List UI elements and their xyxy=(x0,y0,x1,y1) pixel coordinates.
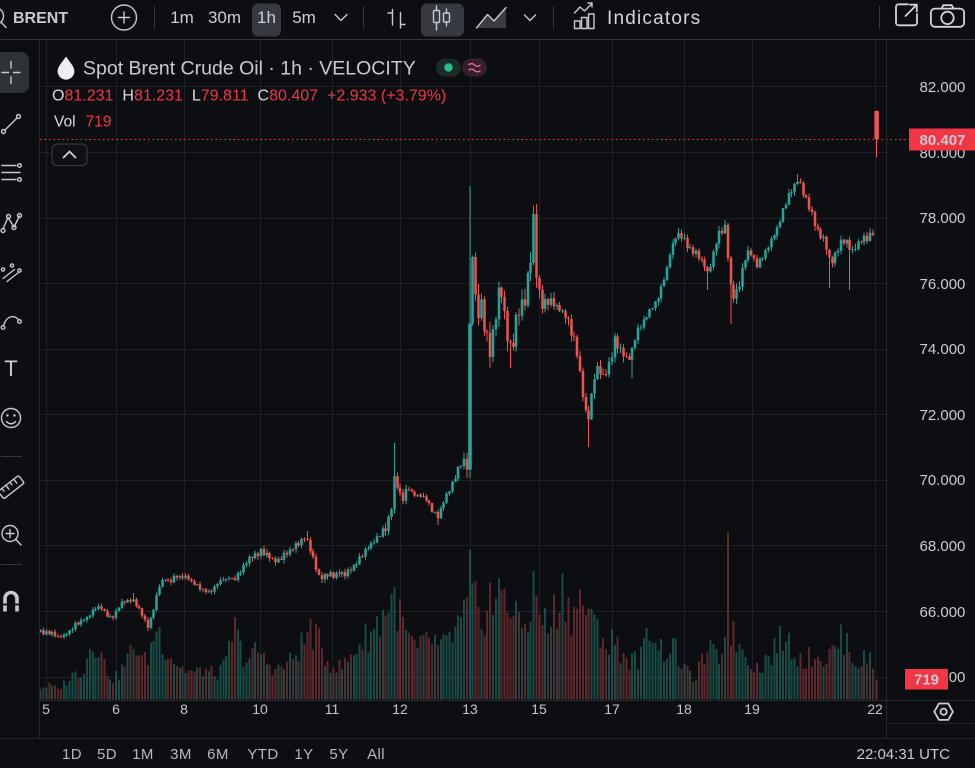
svg-text:5Y: 5Y xyxy=(329,746,348,763)
svg-text:18: 18 xyxy=(676,701,692,717)
svg-text:76.000: 76.000 xyxy=(920,276,966,293)
svg-text:15: 15 xyxy=(531,701,547,717)
svg-text:6M: 6M xyxy=(207,746,229,763)
svg-text:12: 12 xyxy=(392,701,408,717)
svg-text:72.000: 72.000 xyxy=(920,407,966,424)
svg-text:1h: 1h xyxy=(257,8,276,27)
svg-text:30m: 30m xyxy=(208,8,241,27)
svg-text:YTD: YTD xyxy=(247,746,278,763)
svg-text:5: 5 xyxy=(42,701,50,717)
svg-text:74.000: 74.000 xyxy=(920,341,966,358)
svg-text:T: T xyxy=(4,356,17,381)
svg-text:5D: 5D xyxy=(97,746,117,763)
svg-text:10: 10 xyxy=(252,701,268,717)
svg-text:Indicators: Indicators xyxy=(607,8,701,29)
svg-text:8: 8 xyxy=(180,701,188,717)
svg-text:BRENT: BRENT xyxy=(13,10,68,27)
svg-text:80.407: 80.407 xyxy=(920,132,966,149)
svg-text:3M: 3M xyxy=(170,746,192,763)
svg-text:68.000: 68.000 xyxy=(920,538,966,555)
svg-text:1D: 1D xyxy=(62,746,82,763)
svg-text:All: All xyxy=(367,746,385,763)
svg-text:Spot Brent Crude Oil · 1h · VE: Spot Brent Crude Oil · 1h · VELOCITY xyxy=(83,58,416,80)
svg-text:82.000: 82.000 xyxy=(920,79,966,96)
svg-text:17: 17 xyxy=(604,701,620,717)
svg-text:5m: 5m xyxy=(292,8,316,27)
svg-text:70.000: 70.000 xyxy=(920,472,966,489)
svg-text:719: 719 xyxy=(914,672,939,689)
svg-text:66.000: 66.000 xyxy=(920,604,966,621)
svg-text:6: 6 xyxy=(112,701,120,717)
svg-text:19: 19 xyxy=(744,701,760,717)
svg-text:1Y: 1Y xyxy=(294,746,313,763)
svg-text:1m: 1m xyxy=(170,8,194,27)
svg-text:1M: 1M xyxy=(132,746,154,763)
svg-text:22: 22 xyxy=(867,701,883,717)
svg-text:13: 13 xyxy=(462,701,478,717)
svg-text:78.000: 78.000 xyxy=(920,210,966,227)
svg-text:22:04:31 UTC: 22:04:31 UTC xyxy=(857,746,951,763)
svg-text:11: 11 xyxy=(325,701,340,717)
